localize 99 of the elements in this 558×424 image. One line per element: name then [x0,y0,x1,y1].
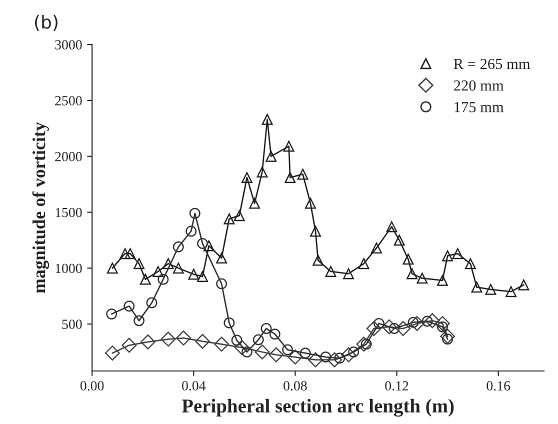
point [341,347,356,362]
point [320,352,332,363]
point [366,321,382,336]
point [140,274,151,285]
point [386,221,398,232]
point [266,150,277,162]
point [325,266,336,277]
x-tick-label: 0.16 [486,381,510,391]
point [106,308,118,320]
y-tick-label: 3000 [55,40,82,50]
point [216,278,228,290]
point [188,268,200,280]
point [288,350,303,365]
point [506,286,517,298]
point [382,319,397,334]
y-tick-label: 1000 [56,264,82,274]
point [140,334,156,350]
point [172,262,184,274]
point [172,241,184,252]
point [146,297,158,308]
point [356,336,372,352]
point [358,258,370,270]
point [152,266,164,277]
point [216,252,228,264]
point [283,140,294,152]
y-tick-label: 2000 [55,152,82,162]
x-tick-label: 0.00 [80,381,104,391]
point [300,348,311,359]
point [122,338,137,353]
x-tick-label: 0.08 [284,381,307,391]
point [518,279,530,290]
point [234,210,245,222]
point [370,242,382,254]
point [410,316,425,331]
point [134,258,145,270]
point [268,347,284,362]
point [134,315,145,326]
x-tick-label: 0.12 [385,381,408,391]
point [436,274,448,286]
point [197,271,208,282]
point [224,317,235,328]
point [160,332,176,347]
point [106,262,118,274]
point [234,340,250,356]
point [282,344,294,356]
point [434,316,450,331]
point [262,114,273,125]
point [158,274,169,285]
point [343,268,354,280]
point [241,172,252,184]
point [124,300,135,312]
x-tick-label: 0.04 [182,381,206,391]
point [256,166,268,178]
point [197,238,208,250]
point [214,336,230,352]
point [308,352,324,368]
point [120,248,131,260]
point [396,321,411,336]
point [203,240,214,252]
legend-label: 175 mm [454,102,504,112]
point [327,352,342,368]
point [195,334,210,349]
point [176,330,191,346]
point [254,344,270,360]
point [442,250,454,262]
point [304,198,316,209]
point [464,258,476,270]
point [394,234,405,246]
point [402,254,414,265]
point [186,226,197,237]
point [252,334,264,346]
point [124,248,136,260]
point [310,226,322,237]
point [471,282,482,293]
point [485,284,496,295]
point [452,248,464,260]
y-tick-label: 1500 [56,208,82,218]
point [224,213,235,224]
point [312,254,324,266]
y-axis-title: magnitude of vorticity [32,122,50,294]
y-tick-label: 2500 [55,96,82,106]
point [162,258,174,270]
y-tick-label: 500 [62,320,82,329]
point [440,328,456,344]
point [249,198,260,209]
text: (b) [35,14,58,31]
point [284,172,296,184]
point [231,334,242,346]
point [416,272,428,284]
point [424,313,440,328]
point [104,346,120,361]
legend-label: 220 mm [454,80,504,91]
point [189,208,200,219]
point [406,268,418,280]
point [297,168,308,180]
point [269,328,280,340]
x-axis-title: Peripheral section arc length (m) [182,398,454,417]
legend-label: R = 265 mm [454,58,530,70]
point [260,323,272,334]
